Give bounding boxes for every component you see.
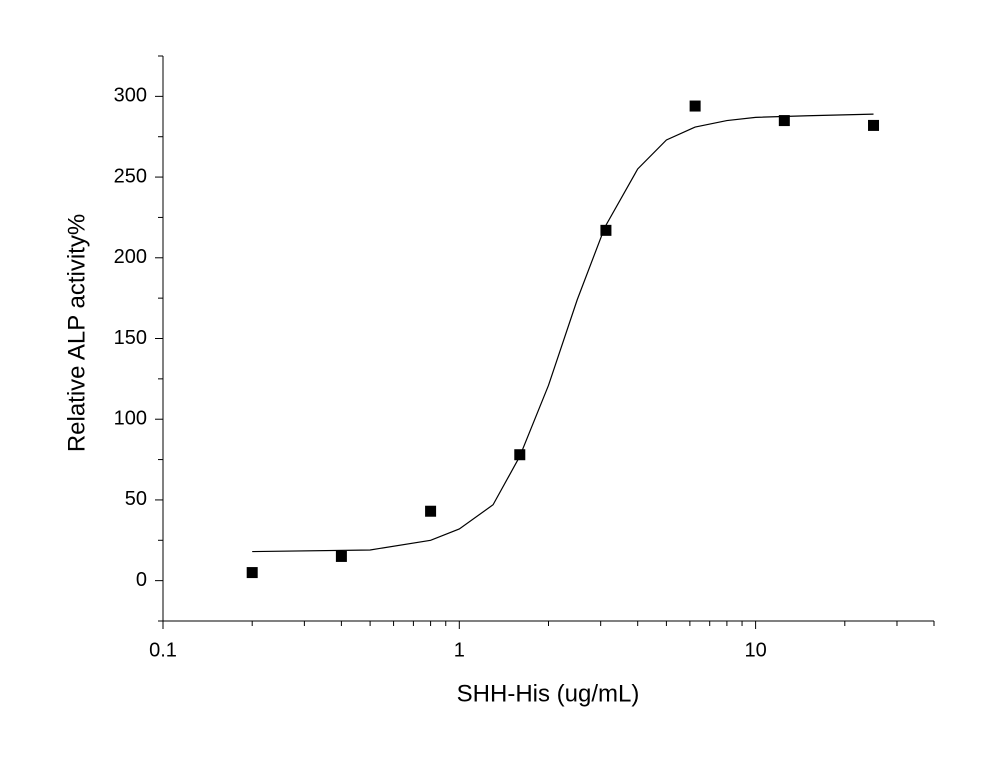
data-point xyxy=(514,449,526,461)
y-tick-label: 250 xyxy=(114,165,147,187)
data-point xyxy=(868,119,880,131)
x-tick-label: 1 xyxy=(454,639,465,661)
y-axis-label: Relative ALP activity% xyxy=(63,214,90,452)
data-point xyxy=(778,115,790,127)
x-tick-label: 10 xyxy=(744,639,766,661)
fit-curve xyxy=(252,113,874,553)
data-point xyxy=(689,100,701,112)
y-tick-label: 200 xyxy=(114,246,147,268)
data-point xyxy=(335,550,347,562)
y-tick-label: 0 xyxy=(136,569,147,591)
y-tick-label: 150 xyxy=(114,327,147,349)
y-tick-label: 50 xyxy=(125,488,147,510)
data-point xyxy=(425,505,437,517)
data-point xyxy=(600,224,612,236)
data-point xyxy=(246,567,258,579)
y-tick-label: 100 xyxy=(114,407,147,429)
x-tick-label: 0.1 xyxy=(149,639,177,661)
y-tick-label: 300 xyxy=(114,85,147,107)
x-axis-label: SHH-His (ug/mL) xyxy=(457,680,640,707)
